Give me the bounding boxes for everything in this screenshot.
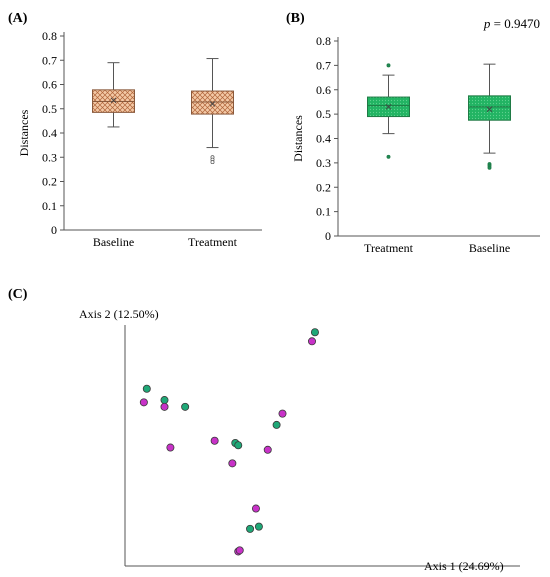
c-point-series-2 <box>139 398 148 407</box>
b-y-tick-label: 0.3 <box>316 156 331 170</box>
c-y-axis-label: Axis 2 (12.50%) <box>79 307 159 321</box>
c-point-series-2 <box>278 409 287 418</box>
c-point-series-1 <box>142 384 151 393</box>
b-outlier <box>487 165 492 170</box>
panel-label-b: (B) <box>286 11 305 26</box>
c-point-series-1 <box>246 524 255 533</box>
b-y-axis-label: Distances <box>291 115 305 162</box>
c-point-series-2 <box>307 337 316 346</box>
box-plot-b: 0 0.1 0.2 0.3 0.4 0.5 0.6 0.7 0.8 Distances Treatm… <box>291 16 540 255</box>
c-point-series-2 <box>160 402 169 411</box>
a-y-tick-label: 0.5 <box>42 102 57 116</box>
c-point-series-1 <box>272 420 281 429</box>
b-box <box>468 95 511 121</box>
b-category-label: Baseline <box>469 241 510 255</box>
b-y-tick-label: 0.6 <box>316 83 331 97</box>
b-category-label: Treatment <box>364 241 414 255</box>
c-point-series-2 <box>263 445 272 454</box>
b-mean-marker <box>486 106 493 113</box>
b-y-tick-label: 0.5 <box>316 107 331 121</box>
a-outlier <box>210 160 215 165</box>
c-point-series-1 <box>234 441 243 450</box>
a-box <box>191 90 234 115</box>
panel-label-a: (A) <box>8 11 28 26</box>
c-point-series-1 <box>181 402 190 411</box>
c-point-series-2 <box>166 443 175 452</box>
b-y-tick-label: 0.7 <box>316 58 331 72</box>
b-y-tick-label: 0.2 <box>316 180 331 194</box>
b-y-tick-label: 0.4 <box>316 132 331 146</box>
a-mean-marker <box>110 97 117 104</box>
b-y-tick-label: 0.1 <box>316 205 331 219</box>
b-outlier <box>386 154 391 159</box>
a-y-tick-label: 0.2 <box>42 175 57 189</box>
c-point-series-2 <box>210 436 219 445</box>
a-category-label: Treatment <box>188 235 238 249</box>
b-y-tick-label: 0.8 <box>316 34 331 48</box>
b-y-tick-label: 0 <box>325 229 331 243</box>
a-y-tick-label: 0.1 <box>42 199 57 213</box>
a-mean-marker <box>209 101 216 107</box>
b-p-value: p = 0.9470 <box>483 16 540 31</box>
c-point-series-2 <box>228 459 237 468</box>
a-category-label: Baseline <box>93 235 134 249</box>
c-point-series-1 <box>254 522 263 531</box>
c-point-series-2 <box>251 504 260 513</box>
c-x-axis-label: Axis 1 (24.69%) <box>424 559 504 573</box>
panel-label-c: (C) <box>8 287 28 302</box>
a-y-tick-label: 0 <box>51 223 57 237</box>
a-y-tick-label: 0.8 <box>42 29 57 43</box>
a-y-tick-label: 0.4 <box>42 126 57 140</box>
box-plot-a: 0 0.1 0.2 0.3 0.4 0.5 0.6 0.7 0.8 Distances Baseli… <box>17 29 262 249</box>
b-mean-marker <box>385 103 392 110</box>
a-y-axis-label: Distances <box>17 109 31 156</box>
a-y-tick-label: 0.3 <box>42 150 57 164</box>
a-y-tick-label: 0.6 <box>42 78 57 92</box>
b-outlier <box>386 63 391 68</box>
c-point-series-1 <box>160 396 169 405</box>
a-y-tick-label: 0.7 <box>42 53 57 67</box>
c-point-series-1 <box>310 328 319 337</box>
pcoa-scatter-c: Axis 2 (12.50%) Axis 1 (24.69%) <box>79 307 520 573</box>
c-point-series-2 <box>235 546 244 555</box>
